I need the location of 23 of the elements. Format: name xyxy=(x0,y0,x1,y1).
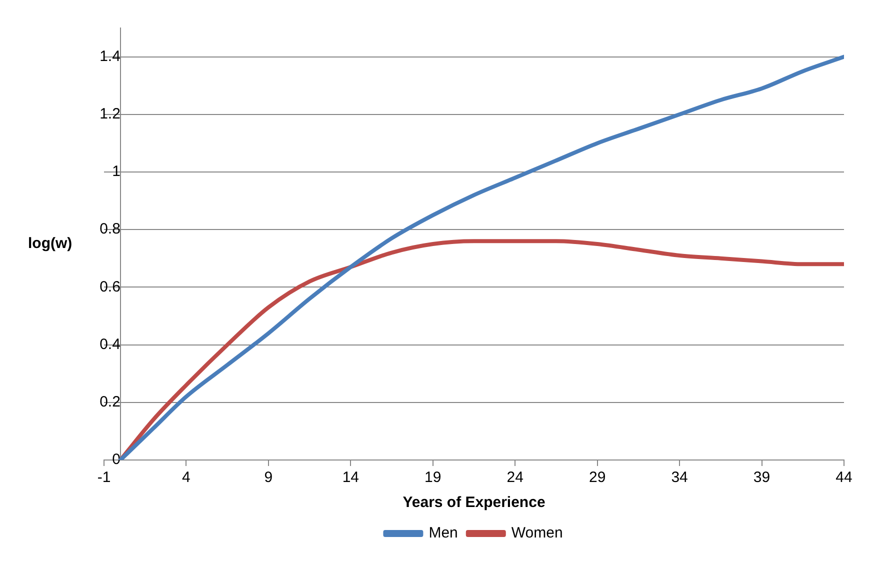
y-axis-title: log(w) xyxy=(28,235,72,252)
y-tick-label: 0.8 xyxy=(100,220,120,238)
x-tick-label: 19 xyxy=(424,469,442,486)
y-tick-label: 0.4 xyxy=(100,336,120,353)
legend-label: Men xyxy=(428,524,458,542)
y-tick-label: 1.4 xyxy=(100,48,120,65)
x-tick-label: -1 xyxy=(97,469,111,486)
y-tick-label: 0.6 xyxy=(100,278,120,296)
line-series xyxy=(118,239,844,460)
line-series xyxy=(118,54,844,460)
x-tick-label: 9 xyxy=(264,469,273,486)
x-tick-label: 34 xyxy=(671,469,688,486)
x-tick-label: 4 xyxy=(182,469,190,486)
x-tick-label: 44 xyxy=(836,469,852,486)
y-tick-label: 0.2 xyxy=(100,394,120,411)
legend-label: Women xyxy=(511,524,563,542)
x-axis-title: Years of Experience xyxy=(402,494,546,512)
y-tick-label: 1.2 xyxy=(100,106,120,123)
x-tick-label: 14 xyxy=(342,469,360,486)
x-tick-label: 29 xyxy=(588,469,606,486)
y-tick-label: 1 xyxy=(112,163,120,180)
x-tick-label: 24 xyxy=(506,469,524,486)
x-tick-label: 39 xyxy=(753,469,770,486)
